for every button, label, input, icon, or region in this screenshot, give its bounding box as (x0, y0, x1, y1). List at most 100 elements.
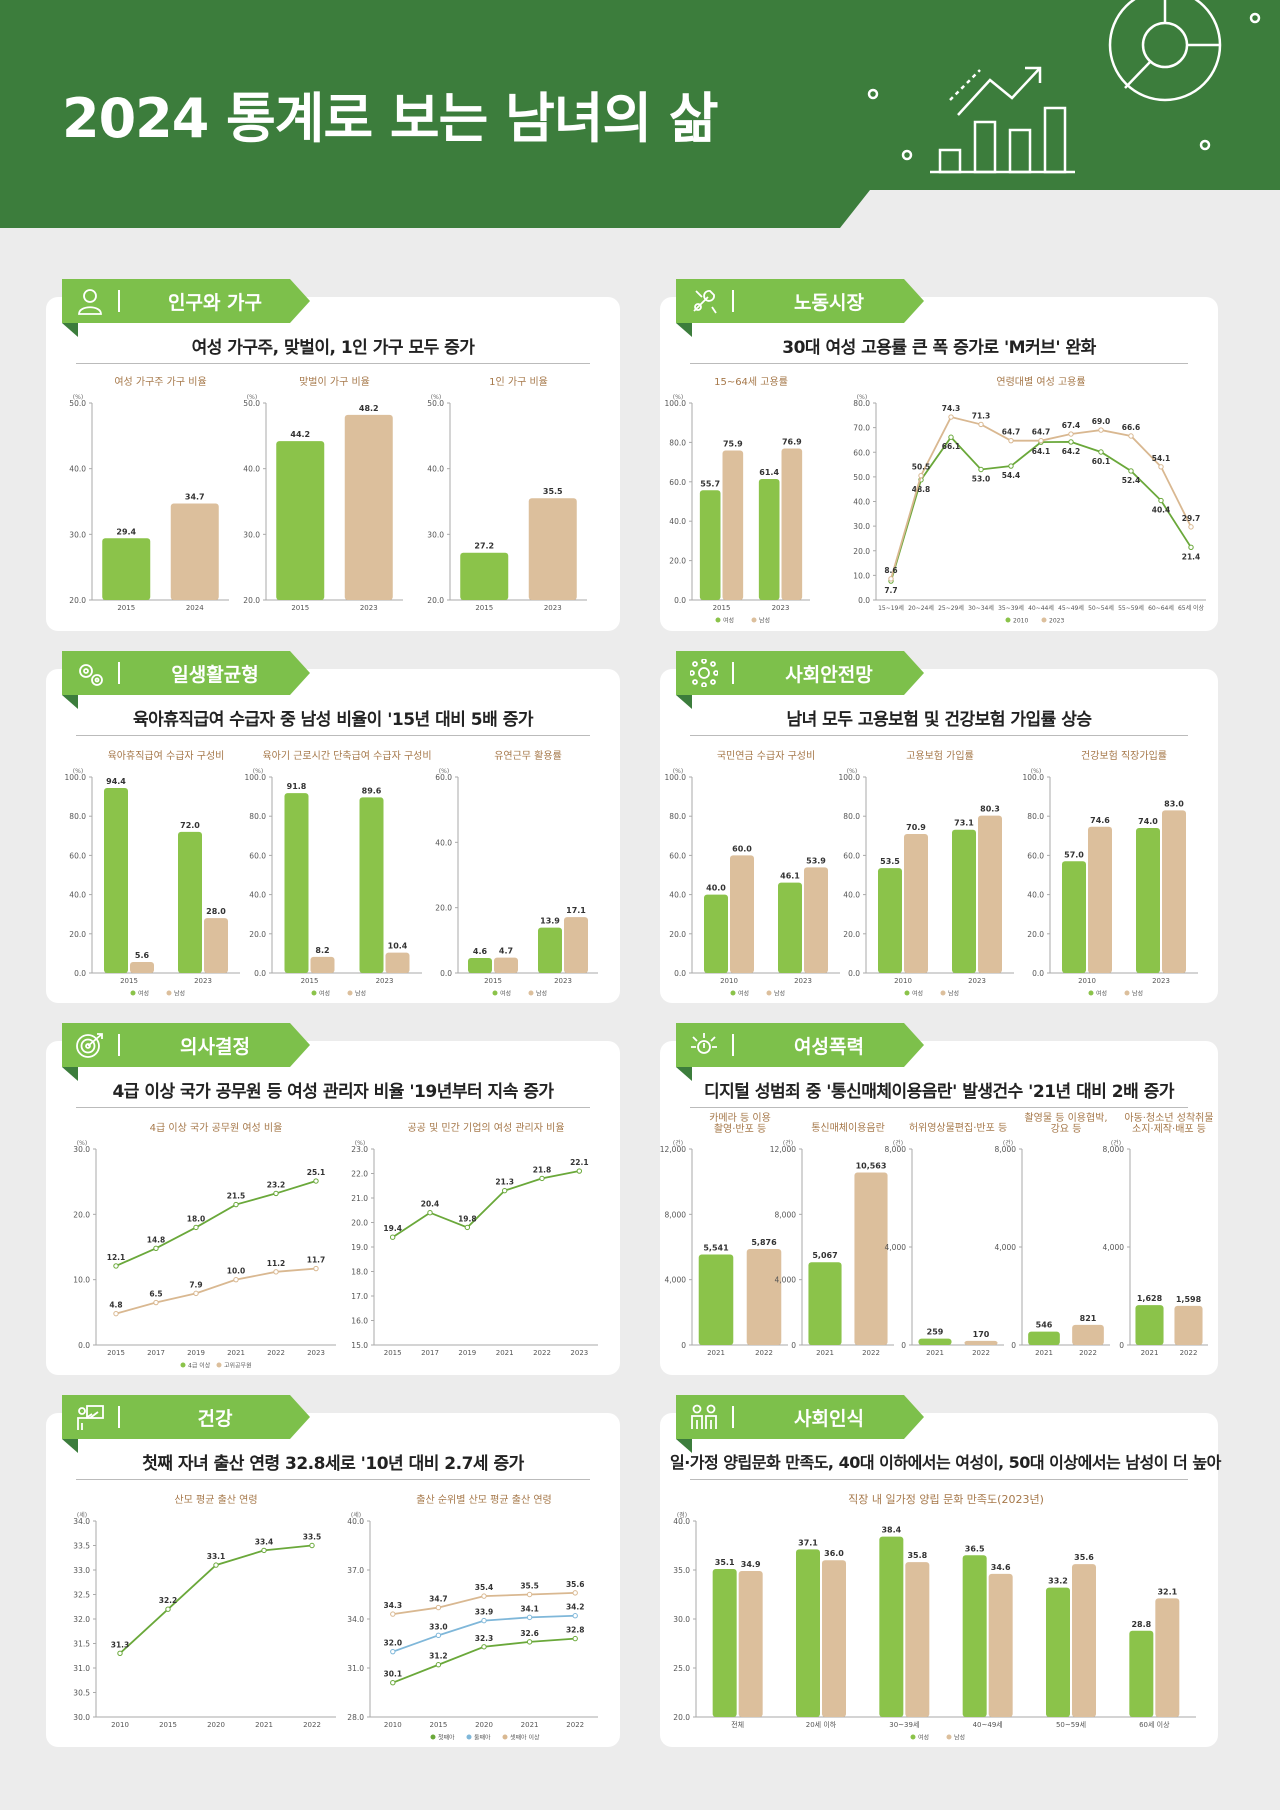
bar-value-label: 55.7 (700, 479, 720, 488)
legend-swatch (466, 1734, 472, 1740)
chart-c5: 연령대별 여성 고용률 (%) 0.0 10.0 20.0 30.0 40.0 50.0 60.… (836, 363, 1226, 640)
x-tick-label: 2023 (360, 604, 378, 612)
data-point (1128, 433, 1134, 439)
y-tick-label: 20.0 (69, 596, 86, 605)
chart-c13: 공공 및 민간 기업의 여성 관리자 비율 (%) 15.0 16.0 17.0 18.0… (334, 1109, 618, 1385)
section-subtitle: 30대 여성 고용률 큰 폭 증가로 'M커브' 완화 (782, 338, 1096, 358)
y-tick-label: 50.0 (243, 399, 260, 408)
subtitle-divider (690, 1479, 1188, 1480)
y-tick-label: 0.0 (848, 969, 860, 978)
y-tick-label: 4,000 (665, 1276, 687, 1285)
bar (781, 448, 803, 600)
x-tick-label: 2021 (521, 1721, 539, 1729)
x-tick-label: 60세 이상 (1139, 1720, 1170, 1729)
bar-value-label: 13.9 (540, 917, 560, 926)
point-value-label: 54.4 (1002, 471, 1021, 480)
y-tick-label: 20.0 (427, 596, 444, 605)
y-tick-label: 40.0 (69, 465, 86, 474)
legend-swatch (715, 617, 721, 623)
point-value-label: 12.1 (107, 1253, 126, 1262)
x-tick-label: 2023 (794, 977, 812, 985)
bar (879, 1536, 904, 1717)
chart-c8: 유연근무 활용률 (%) 0.0 20.0 40.0 60.0 2015 4.6 4.7 2023… (418, 737, 618, 1013)
bar (1072, 1324, 1104, 1345)
data-point (153, 1299, 159, 1306)
legend-swatch (910, 1734, 916, 1740)
data-point (435, 1662, 442, 1668)
y-tick-label: 0.0 (674, 969, 686, 978)
chart-title: 4급 이상 국가 공무원 여성 비율 (150, 1122, 283, 1134)
x-tick-label: 2021 (227, 1349, 245, 1357)
bar-value-label: 27.2 (474, 542, 494, 551)
point-value-label: 32.3 (475, 1634, 494, 1643)
y-tick-label: 30.5 (73, 1689, 90, 1698)
y-tick-label: 12,000 (770, 1145, 796, 1154)
point-value-label: 20.4 (421, 1200, 440, 1209)
point-value-label: 32.0 (384, 1639, 403, 1648)
x-tick-label: 20세 이하 (806, 1720, 837, 1729)
x-tick-label: 2022 (1180, 1349, 1198, 1357)
chart-svg: 15~64세 고용률 (%) 0.0 20.0 40.0 60.0 80.0 100.0 201… (665, 376, 810, 625)
y-tick-label: 0 (901, 1341, 906, 1350)
chart-title: 국민연금 수급자 구성비 (717, 750, 815, 762)
x-tick-label: 2015 (120, 977, 138, 985)
y-tick-label: 60.0 (669, 851, 686, 860)
chart-c6: 육아휴직급여 수급자 구성비 (%) 0.0 20.0 40.0 60.0 80.0 100.… (52, 737, 260, 1013)
y-tick-label: 33.0 (73, 1566, 90, 1575)
chart-c12: 4급 이상 국가 공무원 여성 비율 (%) 0.0 10.0 20.0 30.0 2015… (56, 1109, 356, 1385)
bar (460, 552, 509, 600)
x-tick-label: 2010 (1078, 977, 1096, 985)
y-tick-label: 10.0 (73, 1276, 90, 1285)
legend-label: 2010 (1013, 618, 1028, 625)
axis-unit: (%) (73, 768, 83, 775)
chart-svg: 국민연금 수급자 구성비 (%) 0.0 20.0 40.0 60.0 80.0 100.0 2… (665, 750, 840, 998)
section-card (46, 669, 620, 1003)
point-value-label: 50.5 (912, 463, 931, 472)
data-point (273, 1190, 279, 1197)
data-point (1008, 437, 1014, 444)
bar (104, 787, 128, 973)
chart-c7: 육아기 근로시간 단축급여 수급자 구성비 (%) 0.0 20.0 40.0 60.0 8… (232, 737, 442, 1013)
bar (878, 868, 902, 973)
y-tick-label: 40.0 (843, 891, 860, 900)
y-tick-label: 40.0 (69, 891, 86, 900)
y-tick-label: 60.0 (669, 478, 686, 487)
legend-label: 여성 (918, 1734, 929, 1742)
bar (1174, 1305, 1203, 1345)
y-tick-label: 0.0 (78, 1341, 90, 1350)
x-tick-label: 25~29세 (938, 604, 964, 612)
bar (564, 917, 588, 973)
chart-c17: 촬영물 등 이용협박, 강요 등 (건) 0 4,000 8,000 2021 546 2022… (982, 1109, 1130, 1385)
data-point (165, 1606, 171, 1612)
bar (1136, 827, 1160, 973)
chart-title: 고용보험 가입률 (906, 749, 974, 762)
data-point (390, 1611, 396, 1617)
legend-swatch (940, 990, 946, 996)
y-tick-label: 8,000 (995, 1145, 1017, 1154)
data-point (1128, 468, 1134, 474)
bar (1129, 1630, 1154, 1717)
bar (854, 1172, 888, 1345)
x-tick-label: 2017 (147, 1349, 165, 1357)
bar-value-label: 36.0 (824, 1549, 844, 1558)
bar (1062, 861, 1086, 973)
section-tab: 여성폭력 (676, 1023, 924, 1081)
bar-value-label: 17.1 (566, 906, 586, 915)
gears-icon (79, 664, 103, 686)
data-point (572, 1635, 578, 1642)
point-value-label: 52.4 (1122, 476, 1141, 485)
bar (918, 1338, 952, 1345)
x-tick-label: 2022 (533, 1349, 551, 1357)
bar (310, 956, 335, 973)
y-tick-label: 20.0 (673, 1713, 690, 1722)
bar-value-label: 28.0 (206, 907, 226, 916)
legend-label: 남성 (774, 990, 785, 998)
data-point (948, 414, 954, 420)
bar (1028, 1331, 1060, 1345)
y-tick-label: 80.0 (1027, 812, 1044, 821)
axis-unit: (건) (673, 1139, 683, 1147)
point-value-label: 31.3 (111, 1640, 130, 1649)
x-tick-label: 2020 (475, 1721, 493, 1729)
bar-value-label: 821 (1080, 1314, 1097, 1323)
legend-swatch (946, 1734, 952, 1740)
